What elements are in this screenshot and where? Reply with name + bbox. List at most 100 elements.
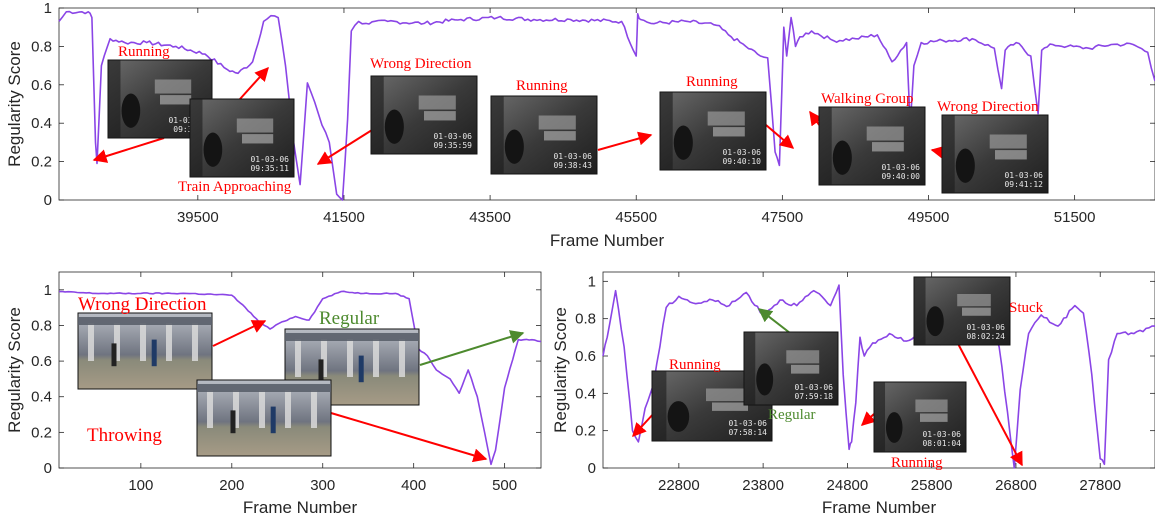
y-tick-label: 0.8 — [31, 317, 52, 334]
timestamp-overlay: 01-03-06 — [922, 430, 961, 439]
x-tick-label: 41500 — [323, 209, 365, 226]
annotation-arrow — [92, 137, 165, 163]
y-tick-label: 0.4 — [31, 115, 52, 132]
plot-frame — [602, 271, 1155, 469]
y-tick-label: 0.4 — [575, 385, 596, 402]
x-tick-label: 51500 — [1054, 209, 1096, 226]
frame-thumbnail-bl-1 — [77, 312, 213, 390]
timestamp-overlay: 01-03-06 — [1004, 171, 1043, 180]
y-axis-label: Regularity Score — [5, 41, 24, 167]
regularity-score-line-bl — [58, 290, 542, 466]
annotation-arrow — [597, 131, 653, 151]
y-tick-label: 0 — [44, 460, 52, 477]
timestamp-overlay: 09:41:12 — [1004, 180, 1043, 189]
chart-bl-axes: 0 0.2 0.4 0.6 0.8 1 100 200 300 400 500 Frame Numbe… — [5, 271, 542, 517]
annotation-arrow — [757, 308, 791, 334]
timestamp-overlay: 07:59:18 — [794, 392, 833, 401]
x-tick-label: 27800 — [1079, 477, 1121, 494]
x-tick-label: 23800 — [742, 477, 784, 494]
y-tick-label: 1 — [588, 273, 596, 290]
timestamp-overlay: 07:58:14 — [728, 428, 767, 437]
y-tick-label: 0.4 — [31, 389, 52, 406]
timestamp-overlay: 09:35:11 — [250, 164, 289, 173]
annotation-arrow — [212, 320, 267, 347]
x-tick-label: 200 — [219, 477, 244, 494]
x-axis-label: Frame Number — [243, 498, 358, 517]
regularity-score-line-top — [58, 10, 1155, 201]
annotation-label: Stuck — [1009, 300, 1044, 316]
chart-br-axes: 0 0.2 0.4 0.6 0.8 1 22800 23800 24800 25800 26800 2… — [551, 271, 1155, 517]
y-axis-label: Regularity Score — [5, 307, 24, 433]
timestamp-overlay: 09:38:43 — [553, 161, 592, 170]
x-tick-label: 26800 — [995, 477, 1037, 494]
annotation-label: Train Approaching — [178, 179, 292, 195]
y-tick-label: 0.2 — [575, 423, 596, 440]
annotation-label: Running — [516, 78, 568, 94]
annotation-label: Wrong Direction — [78, 294, 207, 315]
y-tick-label: 0.6 — [31, 77, 52, 94]
timestamp-overlay: 01-03-06 — [881, 163, 920, 172]
y-tick-label: 0.8 — [575, 311, 596, 328]
timestamp-overlay: 01-03-06 — [553, 152, 592, 161]
x-axis-label: Frame Number — [550, 231, 665, 250]
timestamp-overlay: 08:02:24 — [966, 332, 1005, 341]
timestamp-overlay: 08:01:04 — [922, 439, 961, 448]
y-tick-label: 1 — [44, 0, 52, 17]
x-tick-label: 500 — [492, 477, 517, 494]
x-tick-label: 45500 — [615, 209, 657, 226]
annotation-arrow — [419, 330, 525, 366]
y-tick-label: 0.6 — [575, 348, 596, 365]
y-tick-label: 0.2 — [31, 424, 52, 441]
x-tick-label: 39500 — [177, 209, 219, 226]
y-tick-label: 0.8 — [31, 38, 52, 55]
timestamp-overlay: 01-03-06 — [966, 323, 1005, 332]
timestamp-overlay: 01-03-06 — [250, 155, 289, 164]
timestamp-overlay: 09:40:10 — [722, 157, 761, 166]
regularity-score-line-br — [602, 284, 1155, 469]
annotation-arrow — [809, 110, 824, 127]
annotation-arrow — [239, 66, 269, 100]
x-tick-label: 300 — [310, 477, 335, 494]
y-axis-label: Regularity Score — [551, 307, 570, 433]
chart-top-axes: 0 0.2 0.4 0.6 0.8 1 39500 41500 43500 45500 47500 4… — [5, 0, 1155, 250]
annotation-arrow — [765, 124, 795, 149]
annotation-label: Regular — [319, 308, 380, 329]
plot-frame — [58, 7, 1155, 201]
annotation-arrow — [330, 412, 488, 463]
annotation-label: Running — [686, 74, 738, 90]
annotation-label: Running — [118, 44, 170, 60]
x-tick-label: 43500 — [469, 209, 511, 226]
x-axis-label: Frame Number — [822, 498, 937, 517]
x-tick-label: 47500 — [762, 209, 804, 226]
timestamp-overlay: 09:40:00 — [881, 172, 920, 181]
timestamp-overlay: 01-03-06 — [433, 132, 472, 141]
y-tick-label: 0 — [44, 192, 52, 209]
timestamp-overlay: 01-03-06 — [794, 383, 833, 392]
annotation-label: Running — [891, 455, 943, 471]
timestamp-overlay: 09:35:59 — [433, 141, 472, 150]
x-tick-label: 100 — [128, 477, 153, 494]
x-tick-label: 25800 — [911, 477, 953, 494]
timestamp-overlay: 01-03-06 — [722, 148, 761, 157]
annotation-arrow — [860, 411, 877, 426]
annotation-arrow — [954, 337, 1023, 467]
annotation-label: Throwing — [87, 425, 162, 446]
y-tick-label: 1 — [44, 282, 52, 299]
timestamp-overlay: 01-03-06 — [728, 419, 767, 428]
x-tick-label: 49500 — [908, 209, 950, 226]
annotation-label: Regular — [768, 407, 815, 423]
frame-thumbnail-bl-3 — [196, 379, 332, 457]
x-tick-label: 24800 — [827, 477, 869, 494]
y-tick-label: 0 — [588, 460, 596, 477]
